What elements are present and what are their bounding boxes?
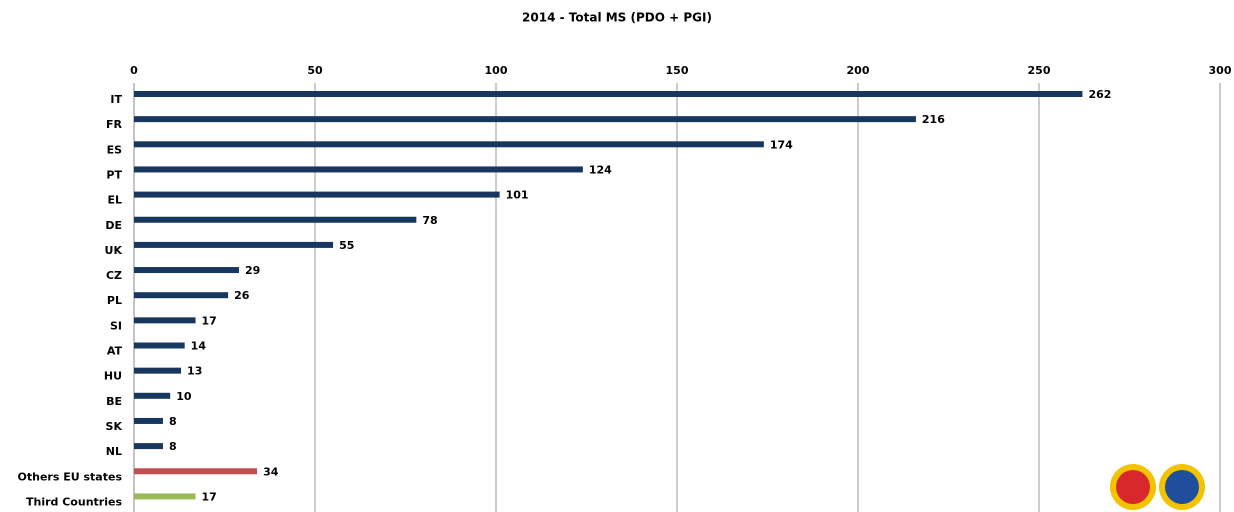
data-label: 124 — [589, 163, 612, 176]
y-tick-label: CZ — [106, 269, 122, 282]
bar — [134, 317, 196, 324]
y-tick-label: Third Countries — [26, 495, 122, 508]
bar — [134, 267, 239, 274]
data-label: 78 — [422, 214, 437, 227]
y-tick-label: AT — [107, 345, 123, 358]
bar — [134, 141, 764, 148]
x-tick-label: 250 — [1028, 64, 1051, 77]
data-label: 8 — [169, 415, 177, 428]
x-tick-label: 50 — [307, 64, 323, 77]
bar — [134, 166, 583, 173]
bar — [134, 216, 417, 223]
bar — [134, 91, 1083, 97]
bar — [134, 392, 171, 399]
data-label: 14 — [191, 340, 207, 353]
y-tick-label: PL — [107, 294, 122, 307]
bar — [134, 342, 185, 349]
x-tick-label: 150 — [666, 64, 689, 77]
data-label: 10 — [176, 390, 192, 403]
y-tick-label: UK — [105, 244, 123, 257]
y-tick-label: PT — [106, 168, 122, 181]
x-tick-label: 300 — [1209, 64, 1232, 77]
bar — [134, 493, 196, 500]
data-label: 8 — [169, 440, 177, 453]
y-tick-label: HU — [104, 370, 122, 383]
data-label: 174 — [770, 138, 793, 151]
bar — [134, 241, 334, 248]
y-tick-label: FR — [106, 118, 123, 131]
y-tick-label: SI — [110, 319, 122, 332]
data-label: 262 — [1088, 88, 1111, 101]
y-tick-label: NL — [106, 445, 122, 458]
bar — [134, 417, 163, 424]
y-tick-label: ES — [107, 143, 123, 156]
data-label: 17 — [202, 490, 217, 503]
x-tick-label: 0 — [130, 64, 138, 77]
y-tick-label: Others EU states — [18, 470, 123, 483]
y-tick-label: IT — [110, 93, 122, 106]
bar — [134, 292, 229, 299]
bar — [134, 443, 163, 450]
data-label: 13 — [187, 365, 202, 378]
data-label: 101 — [506, 189, 529, 202]
bar — [134, 468, 258, 475]
chart-title: 2014 - Total MS (PDO + PGI) — [522, 11, 712, 25]
data-label: 17 — [202, 314, 217, 327]
data-label: 29 — [245, 264, 260, 277]
pgi-logo-inner — [1165, 470, 1199, 504]
logos — [1110, 464, 1205, 510]
y-tick-label: EL — [107, 194, 122, 207]
data-label: 55 — [339, 239, 354, 252]
pdo-logo-inner — [1116, 470, 1150, 504]
y-tick-label: DE — [105, 219, 122, 232]
y-tick-label: BE — [106, 395, 122, 408]
bar — [134, 191, 500, 198]
bar — [134, 367, 182, 374]
data-label: 216 — [922, 113, 945, 126]
bar — [134, 116, 916, 123]
x-tick-label: 100 — [485, 64, 508, 77]
data-label: 26 — [234, 289, 250, 302]
y-tick-label: SK — [106, 420, 123, 433]
data-label: 34 — [263, 465, 279, 478]
x-tick-label: 200 — [847, 64, 870, 77]
